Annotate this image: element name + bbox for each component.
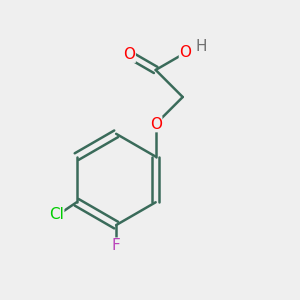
- Text: F: F: [112, 238, 121, 253]
- Text: H: H: [196, 39, 207, 54]
- Text: Cl: Cl: [49, 206, 64, 221]
- Text: O: O: [150, 117, 162, 132]
- Text: O: O: [123, 47, 135, 62]
- Text: O: O: [179, 45, 191, 60]
